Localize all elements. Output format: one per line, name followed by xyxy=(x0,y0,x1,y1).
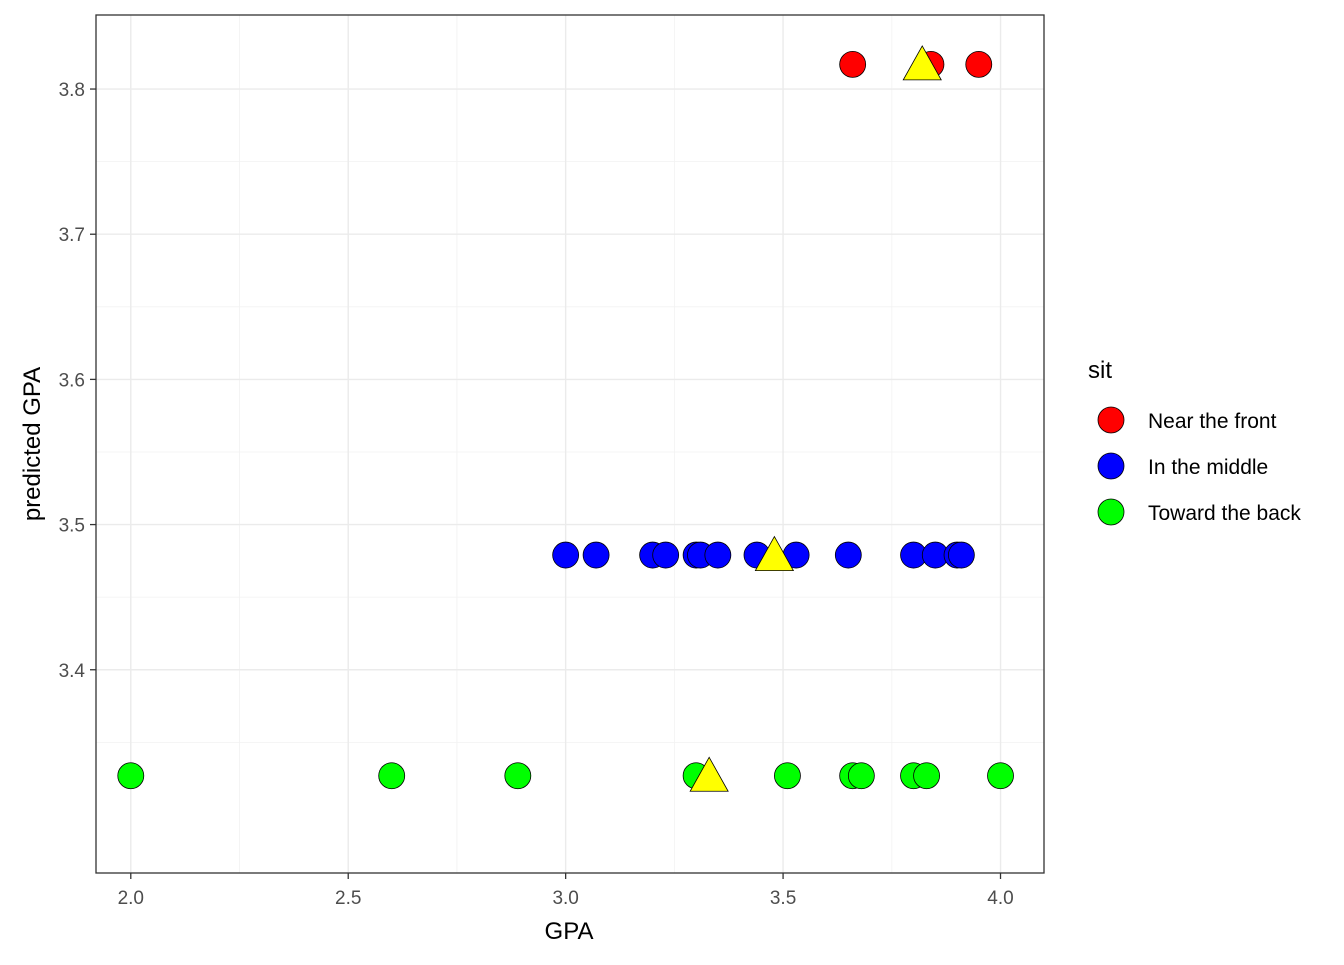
legend-key xyxy=(1097,406,1125,434)
legend: sit Near the front In the middle Toward th… xyxy=(1088,357,1301,526)
data-point xyxy=(652,541,680,569)
x-tick-label: 3.5 xyxy=(770,888,796,909)
x-tick-label: 4.0 xyxy=(987,888,1013,909)
triangle-point xyxy=(689,756,729,792)
y-tick-label: 3.4 xyxy=(59,661,86,682)
legend-label: In the middle xyxy=(1148,456,1268,479)
y-tick-label: 3.6 xyxy=(59,370,85,391)
x-tick-label: 2.0 xyxy=(118,888,144,909)
data-point xyxy=(834,541,862,569)
data-point xyxy=(117,762,145,790)
legend-key xyxy=(1097,498,1125,526)
y-tick-label: 3.5 xyxy=(59,516,85,537)
x-tick-label: 2.5 xyxy=(335,888,361,909)
triangle-point xyxy=(754,535,795,572)
panel-border xyxy=(95,14,1045,874)
data-point xyxy=(582,541,610,569)
data-point xyxy=(774,762,801,790)
data-point xyxy=(378,762,406,790)
data-point xyxy=(987,762,1014,790)
data-point xyxy=(704,541,732,569)
legend-label: Near the front xyxy=(1148,410,1277,433)
x-axis-title: GPA xyxy=(545,918,594,945)
y-tick-label: 3.7 xyxy=(59,225,85,246)
data-point xyxy=(965,50,993,78)
data-point xyxy=(839,50,867,78)
legend-title: sit xyxy=(1088,357,1112,384)
triangle-point xyxy=(902,45,942,81)
x-tick-label: 3.0 xyxy=(552,888,578,909)
data-point xyxy=(913,762,940,790)
data-point xyxy=(847,762,875,790)
data-point xyxy=(504,762,532,790)
data-point xyxy=(552,541,580,569)
y-axis-title: predicted GPA xyxy=(19,367,46,521)
legend-label: Toward the back xyxy=(1148,502,1301,525)
data-point xyxy=(947,541,975,569)
y-tick-label: 3.8 xyxy=(59,80,85,101)
legend-key xyxy=(1097,452,1125,480)
